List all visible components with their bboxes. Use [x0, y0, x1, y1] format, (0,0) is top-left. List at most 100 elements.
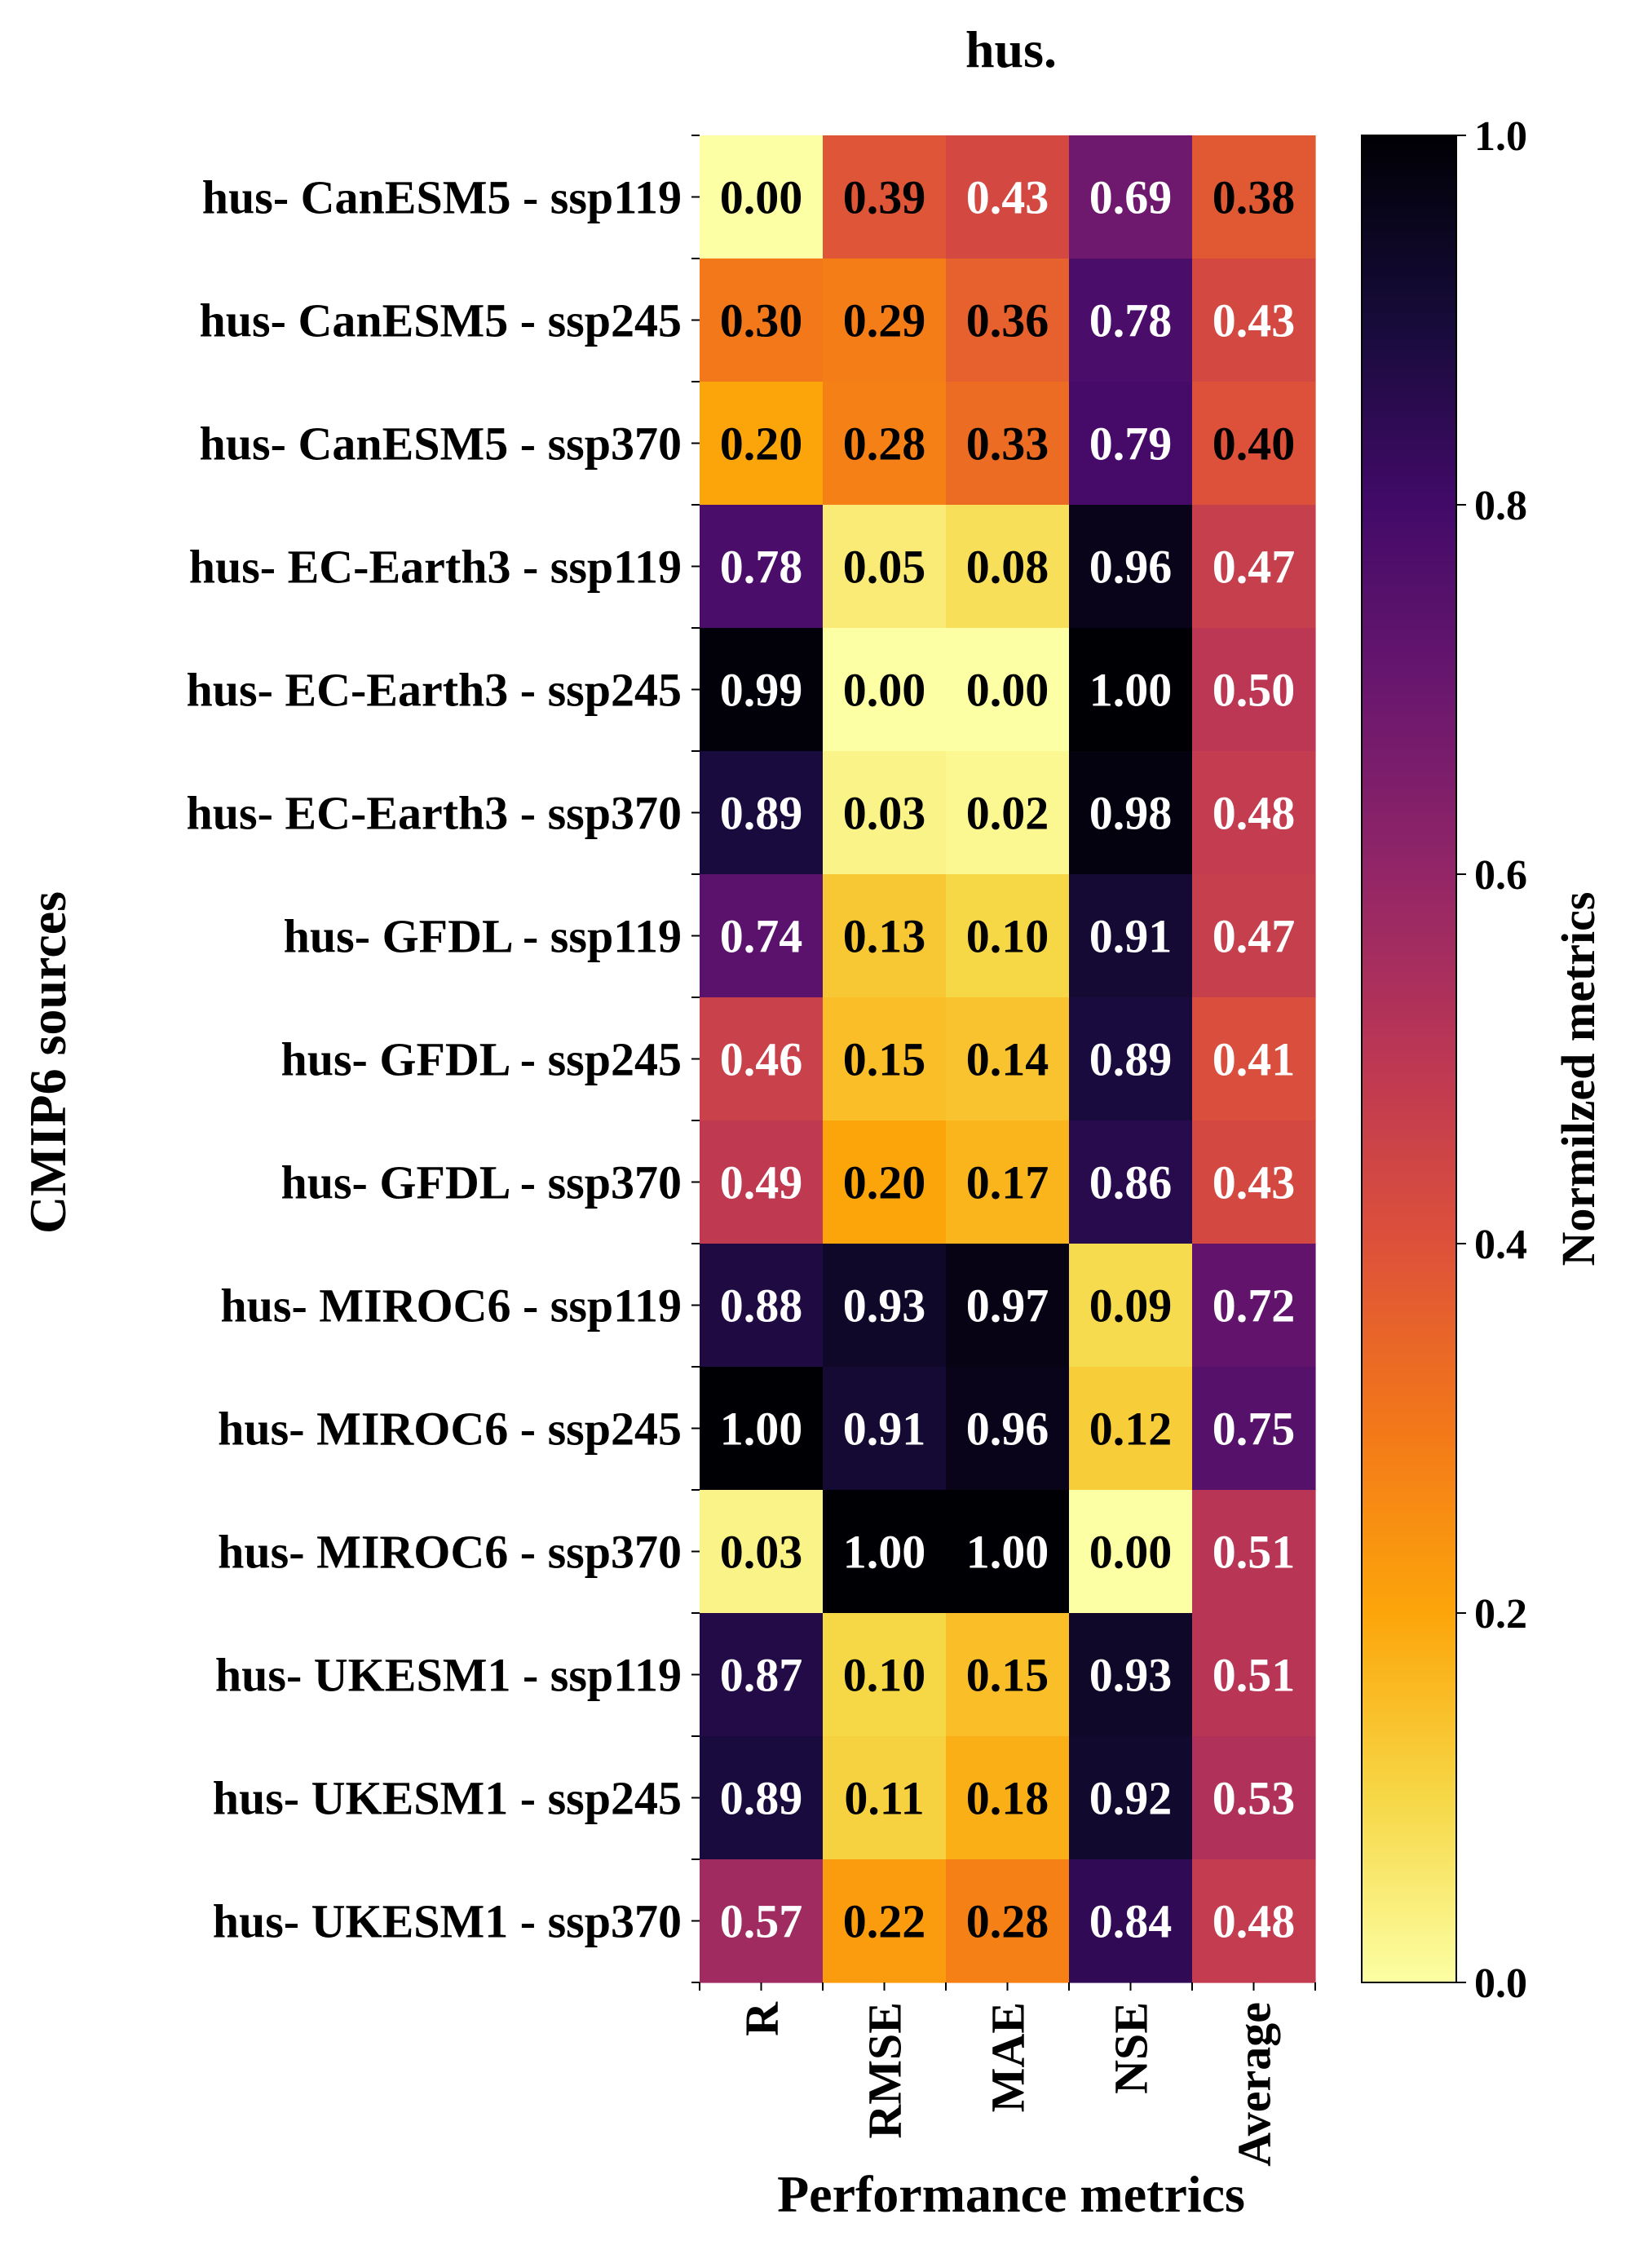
- heatmap-cell: [1069, 1244, 1193, 1368]
- heatmap-cell: [946, 874, 1070, 998]
- heatmap-cell: [1192, 1120, 1316, 1244]
- x-tick-label: RMSE: [859, 2002, 912, 2139]
- cell-value-label: 0.00: [966, 664, 1049, 717]
- y-tick-label: hus- GFDL - ssp245: [280, 1033, 682, 1086]
- cell-value-label: 0.99: [720, 664, 803, 717]
- cell-value-label: 0.47: [1212, 541, 1296, 594]
- heatmap-cell: [946, 1859, 1070, 1983]
- cell-value-label: 0.47: [1212, 910, 1296, 963]
- colorbar-tick-label: 1.0: [1474, 113, 1527, 160]
- cell-value-label: 0.89: [720, 787, 803, 840]
- cell-value-label: 0.91: [843, 1403, 926, 1456]
- heatmap-cell: [823, 259, 947, 382]
- heatmap-cell: [1192, 1490, 1316, 1614]
- cell-value-label: 0.00: [1089, 1526, 1173, 1579]
- cell-value-label: 0.28: [966, 1895, 1049, 1948]
- cell-value-label: 0.84: [1089, 1895, 1173, 1948]
- heatmap-cell: [1192, 997, 1316, 1121]
- heatmap-cell: [823, 135, 947, 259]
- cell-value-label: 0.03: [720, 1526, 803, 1579]
- heatmap-cell: [1069, 382, 1193, 506]
- heatmap-cell: [1192, 874, 1316, 998]
- heatmap-cell: [946, 1490, 1070, 1614]
- heatmap-cell: [700, 1859, 824, 1983]
- cell-value-label: 0.15: [966, 1649, 1049, 1702]
- cell-value-label: 0.41: [1212, 1033, 1296, 1086]
- cell-value-label: 0.38: [1212, 171, 1296, 224]
- y-tick-label: hus- UKESM1 - ssp119: [215, 1649, 682, 1702]
- y-tick-label: hus- CanESM5 - ssp370: [200, 418, 682, 471]
- cell-value-label: 0.57: [720, 1895, 803, 1948]
- heatmap-cell: [823, 1490, 947, 1614]
- cell-value-label: 0.43: [1212, 294, 1296, 347]
- cell-value-label: 1.00: [720, 1403, 803, 1456]
- heatmap-cell: [946, 505, 1070, 629]
- y-tick-label: hus- UKESM1 - ssp245: [213, 1772, 682, 1825]
- heatmap-cells: [700, 135, 1316, 1983]
- heatmap-cell: [700, 1613, 824, 1737]
- cell-value-label: 0.89: [1089, 1033, 1173, 1086]
- cell-value-label: 0.22: [843, 1895, 926, 1948]
- cell-value-label: 0.00: [843, 664, 926, 717]
- cell-value-label: 0.33: [966, 418, 1049, 471]
- heatmap-cell: [1069, 1613, 1193, 1737]
- heatmap-cell: [946, 1120, 1070, 1244]
- y-tick-label: hus- GFDL - ssp119: [284, 910, 682, 963]
- heatmap-cell: [823, 1736, 947, 1860]
- cell-value-label: 0.88: [720, 1279, 803, 1333]
- cell-value-label: 0.91: [1089, 910, 1173, 963]
- colorbar-tick-label: 0.8: [1474, 483, 1527, 529]
- cell-value-label: 0.14: [966, 1033, 1049, 1086]
- cell-value-label: 0.17: [966, 1156, 1049, 1209]
- cell-value-label: 0.02: [966, 787, 1049, 840]
- cell-value-label: 1.00: [966, 1526, 1049, 1579]
- cell-value-label: 0.43: [966, 171, 1049, 224]
- cell-value-label: 0.93: [1089, 1649, 1173, 1702]
- heatmap-cell: [946, 751, 1070, 875]
- heatmap-cell: [1192, 382, 1316, 506]
- cell-value-label: 0.00: [720, 171, 803, 224]
- heatmap-cell: [1069, 1859, 1193, 1983]
- cell-value-label: 0.29: [843, 294, 926, 347]
- heatmap-cell: [1069, 505, 1193, 629]
- cell-value-label: 0.11: [844, 1772, 924, 1825]
- cell-value-label: 0.49: [720, 1156, 803, 1209]
- cell-value-label: 0.74: [720, 910, 803, 963]
- cell-value-label: 0.05: [843, 541, 926, 594]
- cell-value-label: 0.46: [720, 1033, 803, 1086]
- y-axis-label: CMIP6 sources: [19, 891, 77, 1234]
- cell-value-label: 0.15: [843, 1033, 926, 1086]
- x-tick-label: Average: [1228, 2002, 1281, 2167]
- heatmap-cell: [1069, 135, 1193, 259]
- heatmap-cell: [946, 259, 1070, 382]
- cell-value-label: 0.92: [1089, 1772, 1173, 1825]
- colorbar-tick-label: 0.6: [1474, 852, 1527, 899]
- cell-value-label: 0.78: [1089, 294, 1173, 347]
- heatmap-cell: [946, 382, 1070, 506]
- cell-value-label: 0.96: [1089, 541, 1173, 594]
- cell-value-label: 0.36: [966, 294, 1049, 347]
- heatmap-cell: [946, 997, 1070, 1121]
- heatmap-cell: [700, 135, 824, 259]
- heatmap-cell: [1069, 1736, 1193, 1860]
- y-tick-label: hus- EC-Earth3 - ssp119: [189, 541, 682, 594]
- cell-value-label: 0.53: [1212, 1772, 1296, 1825]
- heatmap-cell: [946, 1736, 1070, 1860]
- y-tick-label: hus- EC-Earth3 - ssp245: [187, 664, 682, 717]
- colorbar-tick-label: 0.2: [1474, 1591, 1527, 1637]
- heatmap-cell: [1069, 997, 1193, 1121]
- colorbar-label: Normilzed metrics: [1552, 892, 1605, 1266]
- x-tick-label: NSE: [1105, 2002, 1158, 2094]
- heatmap-cell: [946, 1613, 1070, 1737]
- cell-value-label: 0.08: [966, 541, 1049, 594]
- chart-title: hus.: [965, 20, 1057, 78]
- heatmap-cell: [823, 505, 947, 629]
- heatmap-cell: [1192, 1613, 1316, 1737]
- cell-value-label: 0.28: [843, 418, 926, 471]
- heatmap-cell: [700, 1736, 824, 1860]
- heatmap-cell: [1069, 628, 1193, 752]
- cell-value-label: 0.87: [720, 1649, 803, 1702]
- heatmap-cell: [946, 1244, 1070, 1368]
